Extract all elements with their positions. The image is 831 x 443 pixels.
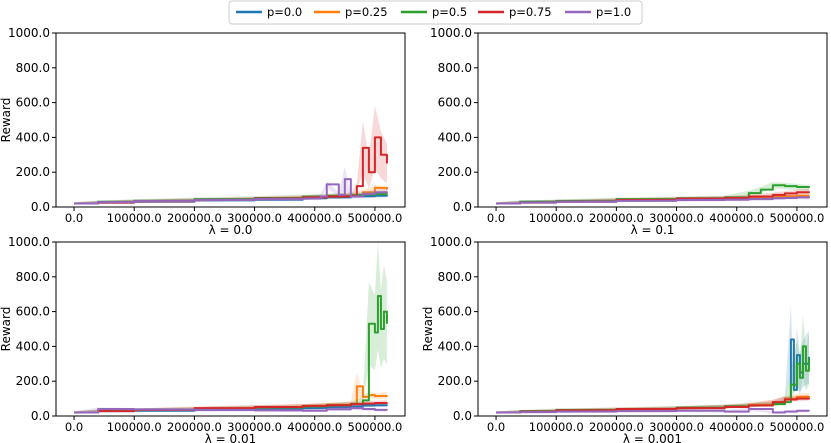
series-band — [74, 184, 387, 205]
subplot: 0.0 200.0 400.0 600.0 800.0 1000.0 0.0 100000.0… — [421, 235, 828, 443]
series-line — [496, 408, 810, 414]
legend-frame — [228, 0, 643, 25]
y-tick-label: 400.0 — [16, 130, 50, 144]
x-tick-label: 400000.0 — [287, 211, 342, 225]
y-axis-label: Reward — [421, 307, 435, 352]
x-tick-label: 500000.0 — [347, 420, 402, 434]
axes-frame — [55, 32, 406, 208]
series-line — [74, 178, 388, 205]
series-band — [496, 181, 809, 205]
series-band — [496, 188, 809, 205]
series-line — [74, 294, 388, 414]
x-tick-label: 400000.0 — [287, 420, 342, 434]
x-tick-label: 200000.0 — [589, 420, 644, 434]
x-tick-label: 200000.0 — [167, 211, 222, 225]
x-tick-label: 500000.0 — [347, 211, 402, 225]
y-tick-label: 400.0 — [438, 130, 472, 144]
x-tick-label: 0.0 — [65, 420, 83, 434]
x-tick-label: 200000.0 — [167, 420, 222, 434]
x-tick-label: 200000.0 — [589, 211, 644, 225]
series-band — [496, 315, 809, 414]
y-tick-label: 800.0 — [16, 61, 50, 75]
y-tick-label: 600.0 — [16, 96, 50, 110]
x-tick-label: 0.0 — [487, 420, 505, 434]
axes-frame — [477, 241, 828, 417]
y-tick-label: 800.0 — [438, 270, 472, 284]
axes-frame — [477, 32, 828, 208]
x-tick-label: 400000.0 — [709, 211, 764, 225]
series-band — [496, 304, 809, 414]
y-tick-label: 600.0 — [438, 96, 472, 110]
y-tick-label: 600.0 — [438, 305, 472, 319]
y-axis-label: Reward — [0, 98, 13, 143]
x-axis-label: λ = 0.1 — [631, 223, 675, 237]
y-tick-label: 1000.0 — [430, 235, 472, 249]
y-tick-label: 200.0 — [438, 165, 472, 179]
y-tick-label: 0.0 — [31, 409, 50, 423]
series-line — [74, 401, 388, 414]
subplot: 0.0 200.0 400.0 600.0 800.0 1000.0 0.0 100000.0… — [0, 235, 406, 443]
x-tick-label: 300000.0 — [227, 420, 282, 434]
y-tick-label: 400.0 — [16, 339, 50, 353]
x-tick-label: 300000.0 — [649, 211, 704, 225]
series-band — [74, 242, 387, 414]
y-tick-label: 1000.0 — [8, 235, 50, 249]
y-tick-label: 200.0 — [16, 374, 50, 388]
legend-label: p=0.0 — [267, 5, 302, 19]
x-tick-label: 300000.0 — [227, 211, 282, 225]
legend-label: p=0.25 — [345, 5, 388, 19]
subplot: 0.0 200.0 400.0 600.0 800.0 1000.0 0.0 100000.0… — [430, 26, 828, 237]
legend-label: p=0.75 — [509, 5, 552, 19]
series-band — [74, 166, 387, 205]
y-tick-label: 800.0 — [16, 270, 50, 284]
y-tick-label: 200.0 — [438, 374, 472, 388]
series-band — [496, 394, 809, 414]
y-tick-label: 600.0 — [16, 305, 50, 319]
y-tick-label: 400.0 — [438, 339, 472, 353]
x-tick-label: 400000.0 — [709, 420, 764, 434]
x-tick-label: 0.0 — [487, 211, 505, 225]
series-line — [496, 196, 810, 205]
x-axis-label: λ = 0.01 — [205, 432, 257, 443]
x-tick-label: 100000.0 — [107, 211, 162, 225]
x-tick-label: 300000.0 — [649, 420, 704, 434]
x-tick-label: 100000.0 — [529, 211, 584, 225]
x-axis-label: λ = 0.001 — [623, 432, 682, 443]
y-tick-label: 1000.0 — [8, 26, 50, 40]
y-tick-label: 0.0 — [31, 200, 50, 214]
legend: p=0.0 p=0.25 p=0.5 p=0.75 p=1.0 — [228, 0, 643, 25]
y-tick-label: 0.0 — [453, 409, 472, 423]
series-line — [74, 407, 388, 414]
subplot: 0.0 200.0 400.0 600.0 800.0 1000.0 0.0 100000.0… — [0, 26, 406, 237]
x-tick-label: 0.0 — [65, 211, 83, 225]
legend-label: p=0.5 — [432, 5, 467, 19]
x-tick-label: 500000.0 — [769, 420, 824, 434]
x-tick-label: 100000.0 — [529, 420, 584, 434]
y-tick-label: 1000.0 — [430, 26, 472, 40]
x-tick-label: 500000.0 — [769, 211, 824, 225]
axes-frame — [55, 241, 406, 417]
y-tick-label: 200.0 — [16, 165, 50, 179]
x-tick-label: 100000.0 — [107, 420, 162, 434]
y-tick-label: 800.0 — [438, 61, 472, 75]
legend-label: p=1.0 — [596, 5, 631, 19]
y-tick-label: 0.0 — [453, 200, 472, 214]
y-axis-label: Reward — [0, 307, 13, 352]
x-axis-label: λ = 0.0 — [209, 223, 253, 237]
